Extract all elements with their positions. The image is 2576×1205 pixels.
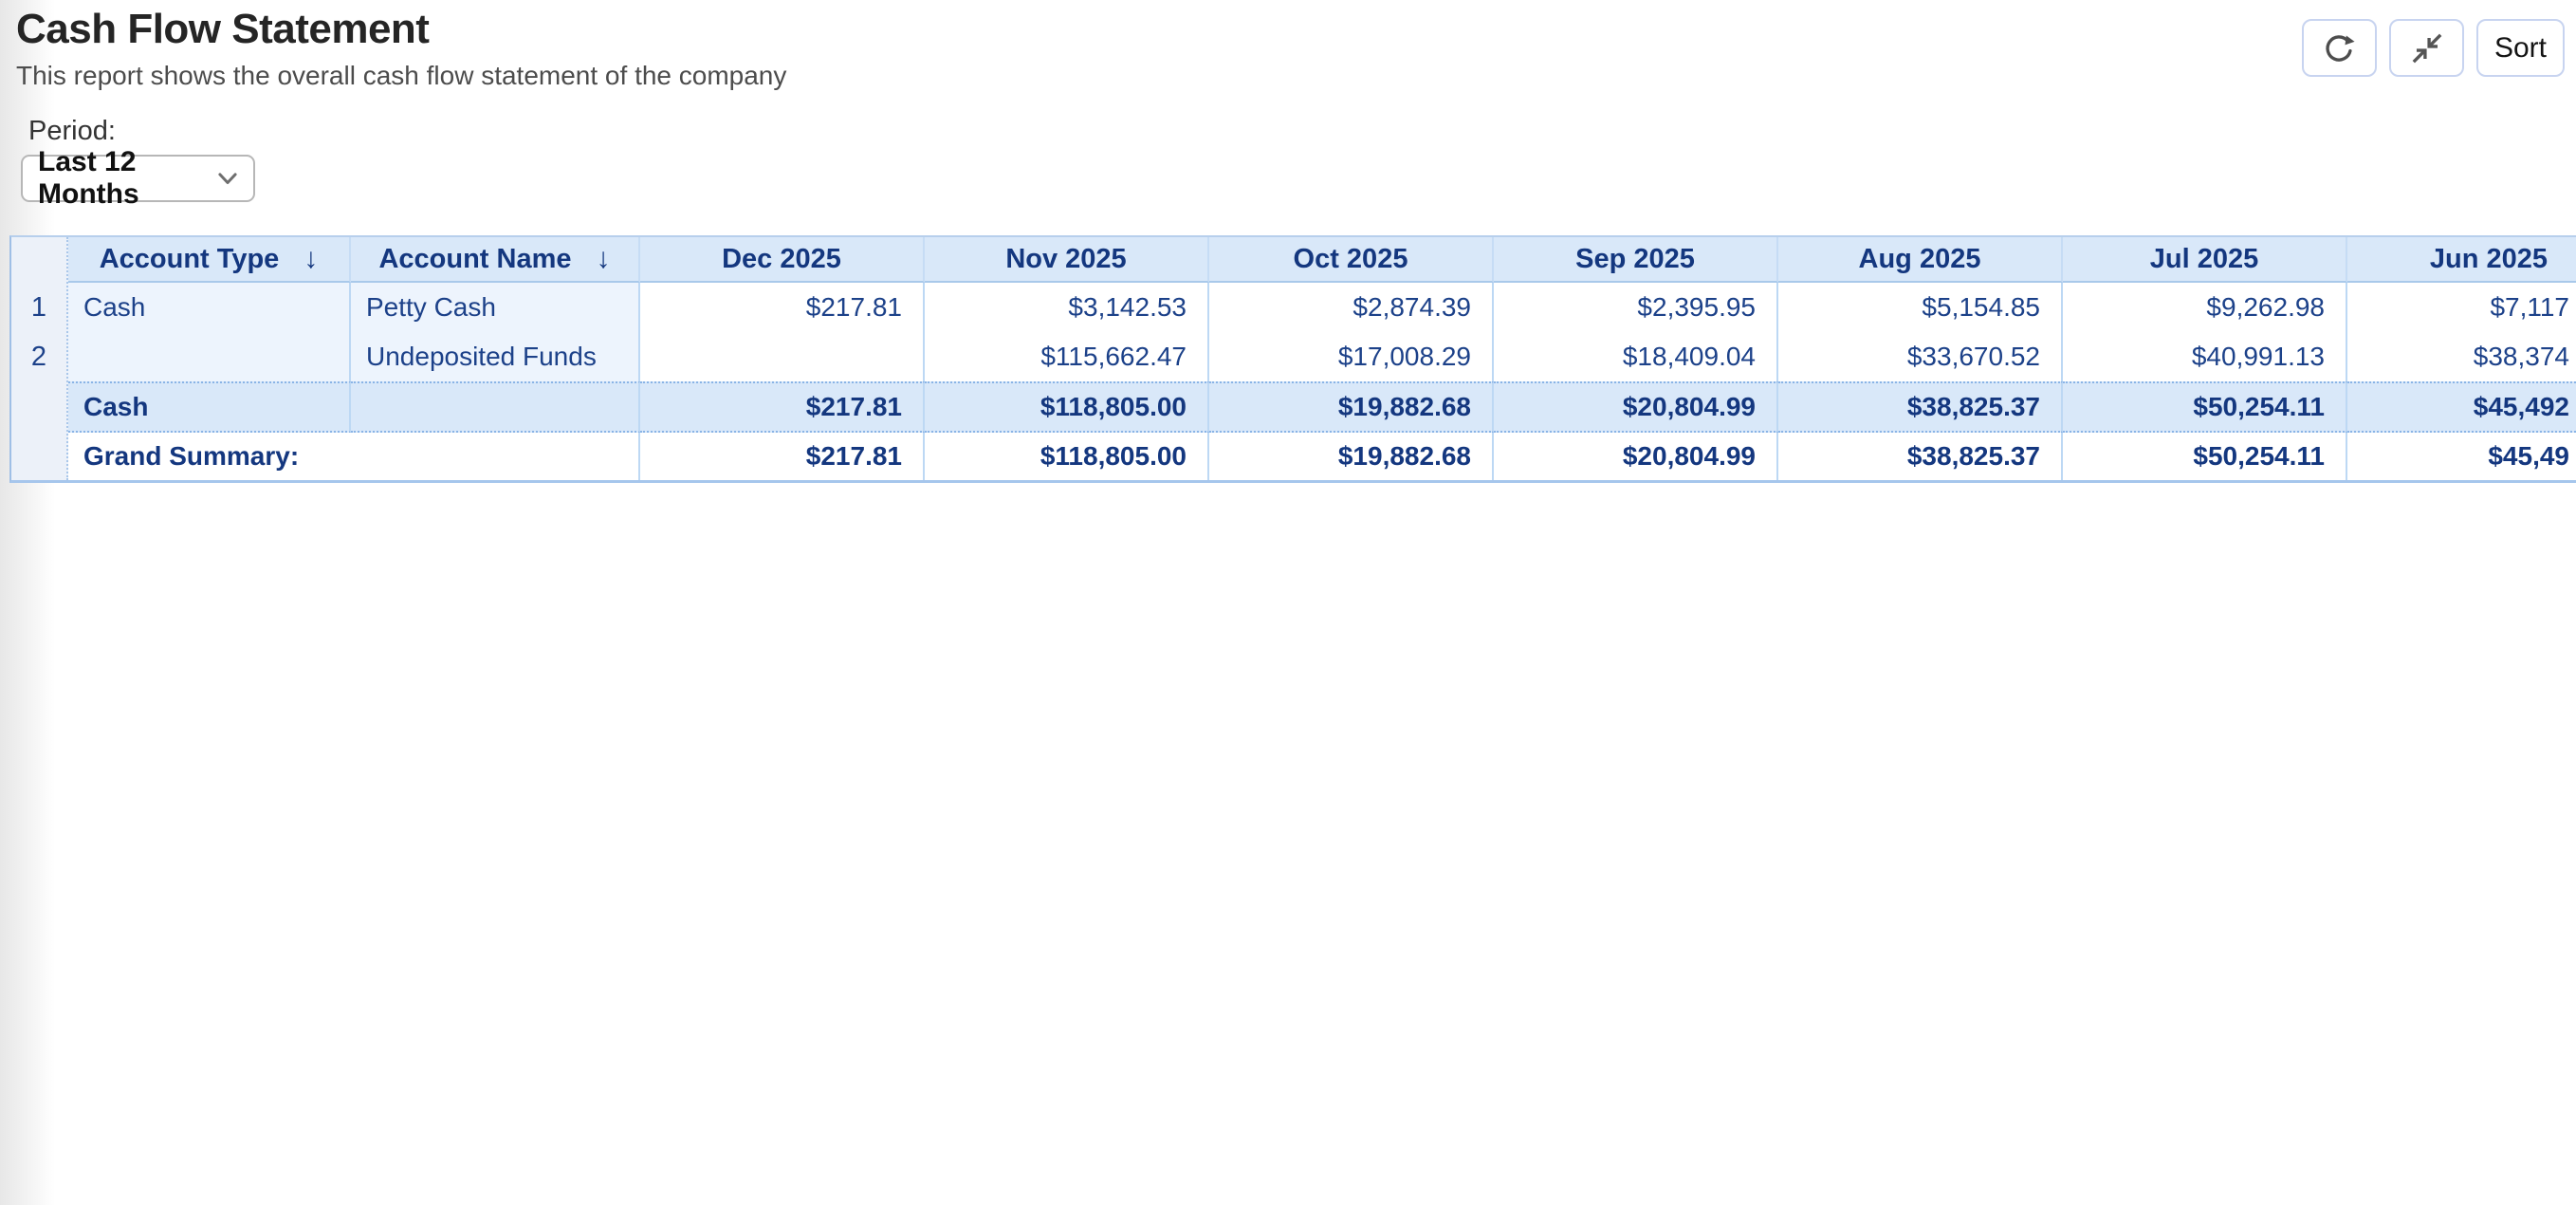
period-select[interactable]: Last 12 Months [21,146,255,210]
column-header-oct-2025[interactable]: Oct 2025 [1209,237,1494,283]
row-number: 1 [30,292,47,323]
sort-button[interactable]: Sort [2476,19,2565,77]
grand-summary-label: Grand Summary: [68,433,640,480]
cell-value: $2,395.95 [1494,283,1778,332]
cell-value: $40,991.13 [2063,332,2347,381]
period-select-value: Last 12 Months [38,146,139,210]
grand-summary-value: $38,825.37 [1778,433,2063,480]
summary-value: $50,254.11 [2063,381,2347,433]
grand-summary-row: Grand Summary: $217.81 $118,805.00 $19,8… [68,433,2576,480]
report-table: 1 2 Account Type ↓ Account Name ↓ Dec 2025… [9,235,2576,483]
toolbar: Sort [2302,19,2565,77]
summary-value: $38,825.37 [1778,381,2063,433]
cash-flow-table: Account Type ↓ Account Name ↓ Dec 2025 Nov… [68,237,2576,480]
period-label: Period: [28,116,116,146]
cell-account-type: Cash [68,283,351,332]
header-row: Account Type ↓ Account Name ↓ Dec 2025 Nov… [68,237,2576,283]
table-row: Cash Petty Cash $217.81 $3,142.53 $2,874… [68,283,2576,332]
row-number-gutter: 1 2 [11,237,68,480]
column-header-sep-2025[interactable]: Sep 2025 [1494,237,1778,283]
summary-value: $217.81 [640,381,925,433]
group-summary-label: Cash [68,381,351,433]
collapse-icon [2412,33,2441,63]
group-summary-empty-cell [351,381,640,433]
column-header-jun-2025[interactable]: Jun 2025 [2347,237,2576,283]
cell-value: $2,874.39 [1209,283,1494,332]
cell-account-type [68,332,351,381]
summary-value: $19,882.68 [1209,381,1494,433]
refresh-button[interactable] [2302,19,2377,77]
sort-descending-icon: ↓ [596,243,611,274]
summary-value: $20,804.99 [1494,381,1778,433]
grand-summary-value: $19,882.68 [1209,433,1494,480]
cell-value [640,332,925,381]
table-row: Undeposited Funds $115,662.47 $17,008.29… [68,332,2576,381]
cell-account-name: Undeposited Funds [351,332,640,381]
cell-account-name: Petty Cash [351,283,640,332]
cell-value: $217.81 [640,283,925,332]
column-header-account-name[interactable]: Account Name ↓ [351,237,640,283]
cell-value: $17,008.29 [1209,332,1494,381]
summary-value: $118,805.00 [925,381,1209,433]
chevron-down-icon [218,172,237,184]
cell-value: $3,142.53 [925,283,1209,332]
column-header-jul-2025[interactable]: Jul 2025 [2063,237,2347,283]
grand-summary-value-clipped: $45,49 [2347,433,2576,480]
summary-value-clipped: $45,492 [2347,381,2576,433]
grand-summary-value: $20,804.99 [1494,433,1778,480]
cell-value: $18,409.04 [1494,332,1778,381]
column-label: Account Name [378,244,572,274]
row-number: 2 [30,342,47,372]
cell-value: $33,670.52 [1778,332,2063,381]
page-subtitle: This report shows the overall cash flow … [16,61,787,90]
column-header-nov-2025[interactable]: Nov 2025 [925,237,1209,283]
column-label: Account Type [99,244,280,274]
gutter-header-cell [11,237,66,283]
column-header-aug-2025[interactable]: Aug 2025 [1778,237,2063,283]
cell-value-clipped: $38,374 [2347,332,2576,381]
page-title: Cash Flow Statement [16,6,430,52]
column-header-dec-2025[interactable]: Dec 2025 [640,237,925,283]
collapse-button[interactable] [2389,19,2464,77]
group-summary-row: Cash $217.81 $118,805.00 $19,882.68 $20,… [68,381,2576,433]
cell-value: $115,662.47 [925,332,1209,381]
refresh-icon [2325,34,2355,62]
column-header-account-type[interactable]: Account Type ↓ [68,237,351,283]
cell-value: $5,154.85 [1778,283,2063,332]
grand-summary-value: $118,805.00 [925,433,1209,480]
grand-summary-value: $217.81 [640,433,925,480]
cell-value-clipped: $7,117 [2347,283,2576,332]
sort-descending-icon: ↓ [304,243,319,274]
grand-summary-value: $50,254.11 [2063,433,2347,480]
cell-value: $9,262.98 [2063,283,2347,332]
